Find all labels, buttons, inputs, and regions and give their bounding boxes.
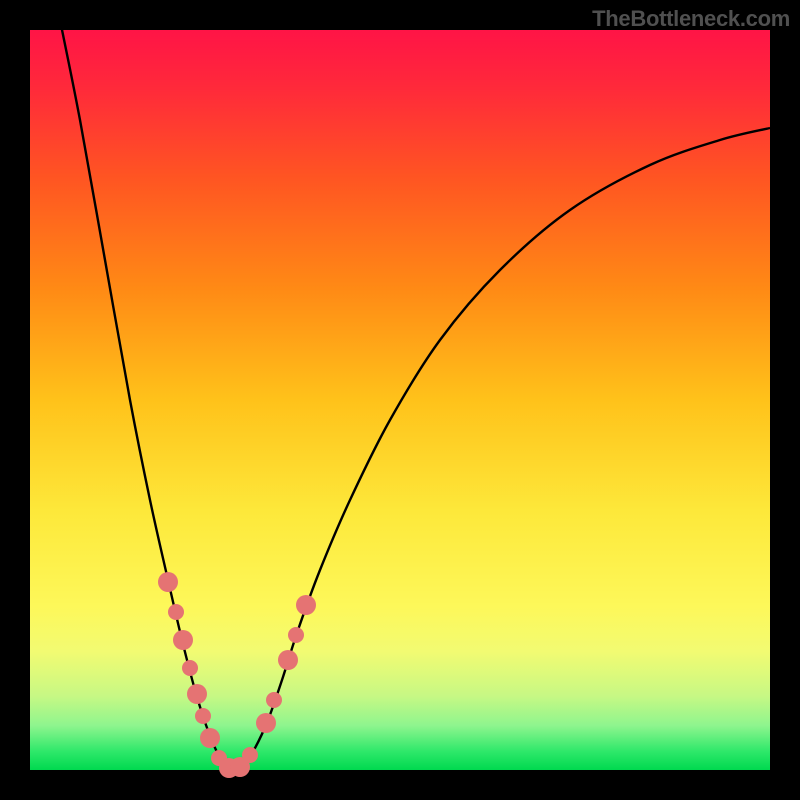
curve-marker <box>266 692 282 708</box>
curve-marker <box>182 660 198 676</box>
curve-marker <box>173 630 193 650</box>
watermark-text: TheBottleneck.com <box>592 6 790 32</box>
chart-svg <box>0 0 800 800</box>
curve-marker <box>158 572 178 592</box>
curve-marker <box>187 684 207 704</box>
curve-marker <box>242 747 258 763</box>
curve-marker <box>200 728 220 748</box>
curve-marker <box>296 595 316 615</box>
curve-marker <box>288 627 304 643</box>
curve-marker <box>278 650 298 670</box>
curve-marker <box>195 708 211 724</box>
curve-marker <box>256 713 276 733</box>
chart-container: TheBottleneck.com <box>0 0 800 800</box>
plot-area <box>30 30 770 770</box>
curve-marker <box>168 604 184 620</box>
